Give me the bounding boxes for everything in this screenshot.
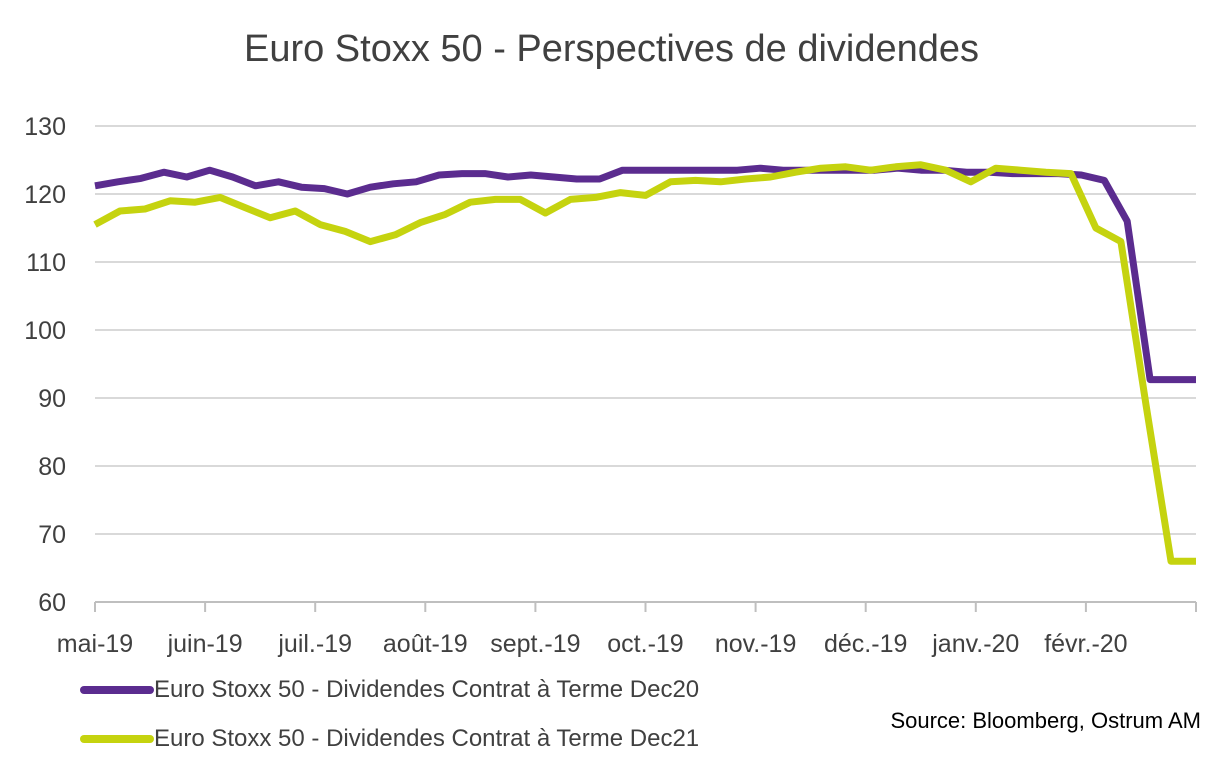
y-tick-label-90: 90 [38,385,66,413]
x-tick-label-6: nov.-19 [715,630,797,658]
legend-entry-dec21: Euro Stoxx 50 - Dividendes Contrat à Ter… [80,724,699,754]
y-tick-label-110: 110 [26,249,66,277]
x-tick-label-8: janv.-20 [931,630,1019,658]
series-line-0 [94,164,1196,384]
x-tick-label-1: juin-19 [167,630,243,658]
line-chart: 60 70 80 90 100 110 120 130 mai-19 juin-19 juil.-… [24,113,1197,658]
y-tick-label-100: 100 [24,317,66,345]
y-tick-label-80: 80 [38,453,66,481]
legend-swatch-dec20 [80,686,154,694]
legend-entry-dec20: Euro Stoxx 50 - Dividendes Contrat à Ter… [80,675,699,705]
x-axis: mai-19 juin-19 juil.-19 août-19 sept.-19 oct.… [57,601,1197,658]
x-tick-label-9: févr.-20 [1044,630,1127,658]
legend-label-dec21: Euro Stoxx 50 - Dividendes Contrat à Ter… [154,725,700,752]
x-tick-label-5: oct.-19 [607,630,683,658]
x-tick-label-2: juil.-19 [277,630,352,658]
y-tick-label-70: 70 [38,521,66,549]
series-lines [93,161,1196,565]
x-tick-label-0: mai-19 [57,630,133,658]
x-tick-label-7: déc.-19 [824,630,907,658]
y-axis: 60 70 80 90 100 110 120 130 [24,113,66,617]
x-tick-label-4: sept.-19 [490,630,580,658]
series-line-1 [93,161,1196,565]
y-tick-label-130: 130 [24,113,66,141]
x-tick-label-3: août-19 [383,630,468,658]
source-note: Source: Bloomberg, Ostrum AM [890,708,1201,733]
legend-swatch-dec21 [80,735,154,743]
legend-label-dec20: Euro Stoxx 50 - Dividendes Contrat à Ter… [154,676,700,703]
y-tick-label-120: 120 [24,181,66,209]
y-tick-label-60: 60 [38,589,66,617]
chart-title: Euro Stoxx 50 - Perspectives de dividend… [243,28,980,70]
